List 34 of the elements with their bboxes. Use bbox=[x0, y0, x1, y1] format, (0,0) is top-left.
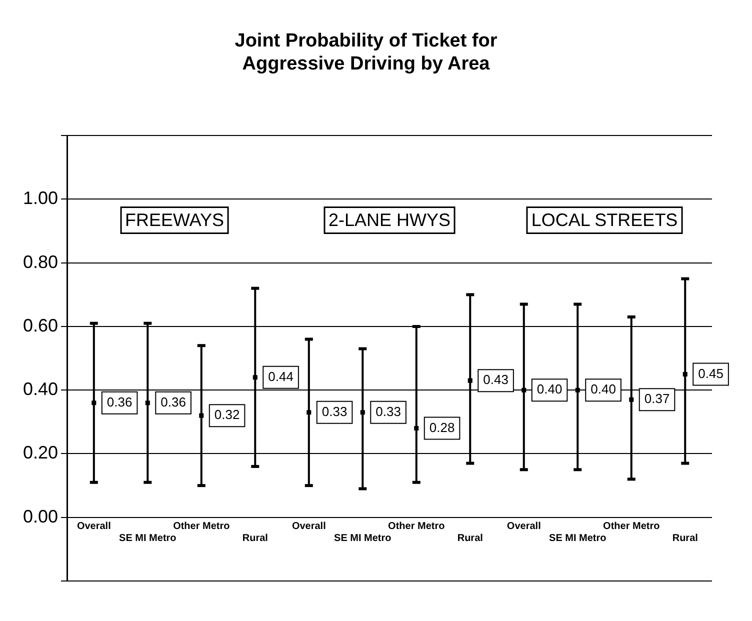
data-label: 0.36 bbox=[160, 394, 186, 410]
data-label: 0.33 bbox=[322, 404, 348, 419]
data-label: 0.37 bbox=[644, 391, 670, 406]
data-label: 0.32 bbox=[214, 407, 240, 422]
annotation: FREEWAYS bbox=[125, 210, 224, 230]
y-tick-label: 0.20 bbox=[22, 442, 58, 463]
x-tick-label: Other Metro bbox=[173, 521, 230, 532]
x-tick-label: Overall bbox=[292, 521, 326, 532]
data-label: 0.43 bbox=[483, 372, 508, 388]
y-tick-label: 0.60 bbox=[22, 315, 58, 336]
annotation: 2-LANE HWYS bbox=[328, 210, 451, 230]
data-label: 0.36 bbox=[106, 394, 132, 410]
x-tick-label: SE MI Metro bbox=[119, 533, 176, 544]
data-label: 0.45 bbox=[698, 366, 724, 381]
data-label: 0.40 bbox=[536, 382, 562, 397]
x-tick-label: Rural bbox=[457, 533, 484, 544]
data-label: 0.44 bbox=[268, 368, 294, 384]
annotation: LOCAL STREETS bbox=[531, 210, 678, 230]
data-label: 0.28 bbox=[429, 420, 455, 435]
y-tick-label: 1.00 bbox=[22, 188, 58, 208]
x-tick-label: Overall bbox=[76, 521, 112, 532]
x-tick-label: Rural bbox=[672, 533, 698, 544]
x-tick-label: SE MI Metro bbox=[549, 533, 606, 544]
x-tick-label: Other Metro bbox=[603, 521, 660, 532]
chart-title: Joint Probability of Ticket for Aggressive Driving by Area bbox=[234, 30, 498, 74]
y-tick-label: 0.40 bbox=[22, 379, 58, 400]
y-tick-label: 0.80 bbox=[22, 252, 58, 272]
y-tick-label: 0.00 bbox=[22, 506, 58, 526]
x-tick-label: Other Metro bbox=[388, 521, 445, 532]
x-tick-label: Overall bbox=[506, 521, 542, 532]
data-label: 0.33 bbox=[376, 404, 401, 419]
x-tick-label: SE MI Metro bbox=[334, 533, 392, 544]
data-label: 0.40 bbox=[590, 382, 616, 397]
x-tick-label: Rural bbox=[242, 533, 268, 544]
